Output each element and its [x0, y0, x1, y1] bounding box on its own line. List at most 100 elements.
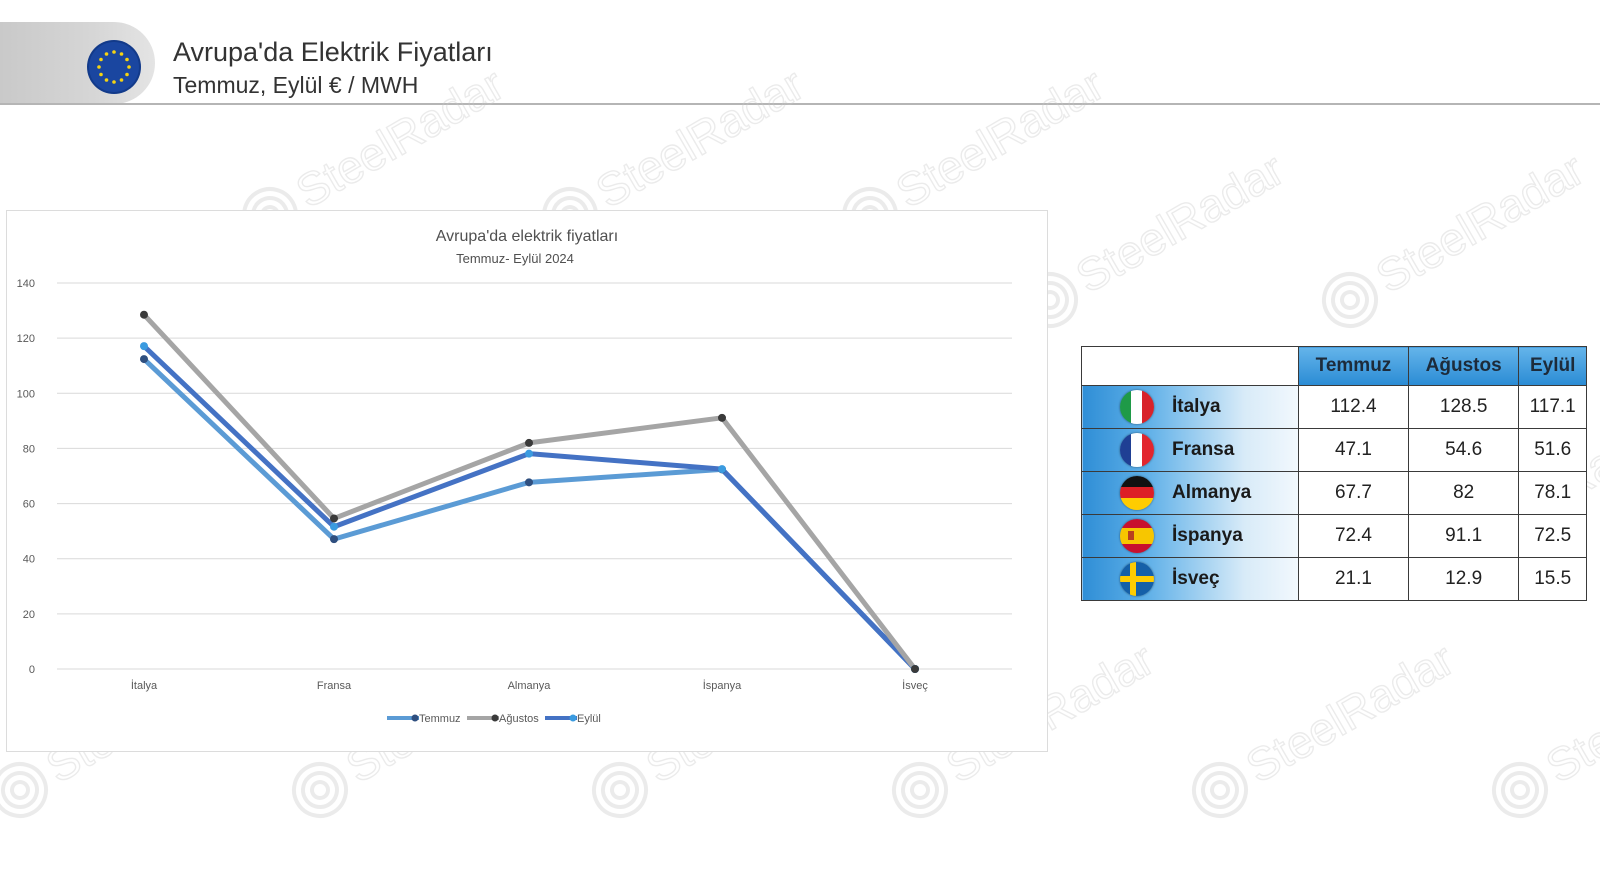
steelradar-logo-icon: [0, 762, 48, 818]
legend-label: Eylül: [577, 713, 601, 725]
table-cell: 15.5: [1518, 557, 1587, 601]
legend-label: Ağustos: [499, 713, 539, 725]
steelradar-watermark: SteelRadar: [1192, 632, 1463, 818]
chart-title: Avrupa'da elektrik fiyatları: [436, 228, 618, 245]
country-cell: İsveç: [1081, 557, 1299, 601]
legend-label: Temmuz: [419, 713, 461, 725]
x-tick-label: İsveç: [902, 679, 928, 692]
watermark-text: SteelRadar: [1237, 633, 1462, 793]
table-header-row: Temmuz Ağustos Eylül: [1081, 346, 1587, 386]
table-row: Almanya 67.7 82 78.1: [1081, 471, 1587, 515]
eu-flag-icon: [87, 40, 141, 94]
steelradar-logo-icon: [1322, 272, 1378, 328]
y-tick-label: 80: [23, 443, 35, 455]
line-chart: 0 20 40 60 80 100 120 140 İtalya Fransa Almanya İs…: [17, 228, 1012, 725]
series-line-2: [141, 343, 918, 672]
table-cell: 51.6: [1518, 428, 1587, 472]
data-point: [718, 465, 726, 474]
data-point: [330, 535, 338, 544]
country-name: Fransa: [1172, 439, 1235, 460]
table-cell: 117.1: [1518, 385, 1587, 429]
column-header-agustos: Ağustos: [1407, 346, 1520, 386]
legend-entry: Temmuz: [387, 713, 461, 725]
y-tick-label: 0: [29, 664, 35, 676]
y-tick-label: 60: [23, 499, 35, 511]
country-cell: İtalya: [1081, 385, 1299, 429]
page-subtitle: Temmuz, Eylül € / MWH: [173, 72, 419, 98]
table-row: İspanya 72.4 91.1 72.5: [1081, 514, 1587, 558]
country-cell: İspanya: [1081, 514, 1299, 558]
table-cell: 72.4: [1298, 514, 1409, 558]
data-point: [140, 310, 148, 319]
table-cell: 67.7: [1298, 471, 1409, 515]
germany-flag-icon: [1120, 476, 1154, 510]
data-point: [140, 355, 148, 364]
table-cell: 128.5: [1407, 385, 1520, 429]
table-cell: 78.1: [1518, 471, 1587, 515]
table-row: Fransa 47.1 54.6 51.6: [1081, 428, 1587, 472]
steelradar-logo-icon: [1192, 762, 1248, 818]
watermark-text: SteelRadar: [1067, 143, 1292, 303]
x-tick-label: İspanya: [703, 679, 742, 692]
table-cell: 54.6: [1407, 428, 1520, 472]
watermark-text: SteelRadar: [1367, 143, 1592, 303]
steelradar-watermark: SteelRadar: [1022, 142, 1293, 328]
data-point: [140, 342, 148, 351]
spain-flag-icon: [1120, 519, 1154, 553]
legend-marker: [569, 714, 577, 722]
column-header-temmuz: Temmuz: [1298, 346, 1409, 386]
france-flag-icon: [1120, 433, 1154, 467]
x-tick-label: Fransa: [317, 680, 352, 692]
steelradar-logo-icon: [892, 762, 948, 818]
country-name: Almanya: [1172, 482, 1252, 503]
page-title: Avrupa'da Elektrik Fiyatları: [173, 37, 493, 67]
country-cell: Fransa: [1081, 428, 1299, 472]
x-tick-label: Almanya: [508, 680, 552, 692]
x-tick-label: İtalya: [131, 679, 158, 692]
table-row: İsveç 21.1 12.9 15.5: [1081, 557, 1587, 601]
steelradar-logo-icon: [292, 762, 348, 818]
sweden-flag-icon: [1120, 562, 1154, 596]
data-point: [525, 449, 533, 458]
y-tick-label: 100: [17, 388, 35, 400]
price-table: Temmuz Ağustos Eylül İtalya 112.4 128.5 …: [1081, 346, 1587, 601]
y-tick-label: 120: [17, 333, 35, 345]
italy-flag-icon: [1120, 390, 1154, 424]
line-chart-panel: 0 20 40 60 80 100 120 140 İtalya Fransa Almanya İs…: [6, 210, 1048, 752]
table-row: İtalya 112.4 128.5 117.1: [1081, 385, 1587, 429]
table-cell: 47.1: [1298, 428, 1409, 472]
steelradar-logo-icon: [592, 762, 648, 818]
table-corner-cell: [1081, 346, 1299, 386]
table-cell: 12.9: [1407, 557, 1520, 601]
table-cell: 21.1: [1298, 557, 1409, 601]
data-point: [330, 522, 338, 531]
table-cell: 91.1: [1407, 514, 1520, 558]
legend-entry: Ağustos: [467, 713, 539, 725]
data-point: [718, 413, 726, 422]
data-point: [911, 665, 919, 673]
y-tick-label: 40: [23, 554, 35, 566]
country-name: İspanya: [1172, 525, 1243, 546]
table-cell: 72.5: [1518, 514, 1587, 558]
legend-entry: Eylül: [545, 713, 601, 725]
country-name: İtalya: [1172, 396, 1221, 417]
header-divider: [0, 103, 1600, 105]
legend-marker: [411, 714, 419, 722]
y-tick-label: 140: [17, 278, 35, 290]
watermark-text: SteelRadar: [1537, 633, 1600, 793]
legend-marker: [491, 714, 499, 722]
steelradar-watermark: SteelRadar: [1492, 632, 1600, 818]
chart-subtitle: Temmuz- Eylül 2024: [456, 251, 574, 266]
steelradar-watermark: SteelRadar: [1322, 142, 1593, 328]
table-cell: 112.4: [1298, 385, 1409, 429]
country-cell: Almanya: [1081, 471, 1299, 515]
table-cell: 82: [1407, 471, 1520, 515]
data-point: [330, 514, 338, 523]
series-line-0: [141, 356, 918, 672]
series-line-1: [141, 312, 918, 672]
data-point: [525, 438, 533, 447]
page-header: Avrupa'da Elektrik Fiyatları Temmuz, Eyl…: [0, 22, 1600, 106]
column-header-eylul: Eylül: [1518, 346, 1587, 386]
steelradar-logo-icon: [1492, 762, 1548, 818]
country-name: İsveç: [1172, 568, 1220, 589]
